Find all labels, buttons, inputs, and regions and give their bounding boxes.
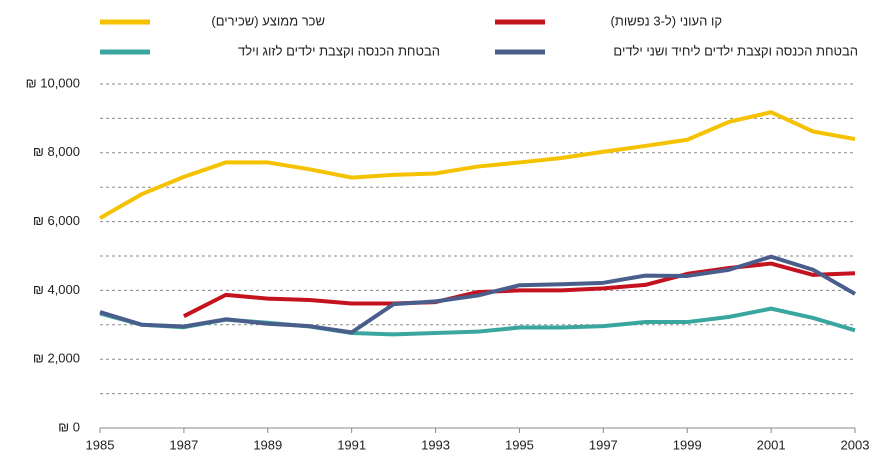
legend-label: קו העוני (ל-3 נפשות) bbox=[611, 13, 722, 28]
y-tick-label: ₪ 10,000 bbox=[26, 75, 80, 90]
legend-label: הבטחת הכנסה וקצבת ילדים ליחיד ושני ילדים bbox=[613, 43, 858, 58]
line-series bbox=[182, 261, 856, 318]
x-tick-label: 1985 bbox=[86, 437, 115, 452]
x-tick-label: 1997 bbox=[589, 437, 618, 452]
line-series bbox=[99, 110, 856, 220]
y-tick-label: ₪ 0 bbox=[58, 419, 80, 434]
line-series bbox=[99, 254, 856, 335]
x-tick-label: 1989 bbox=[253, 437, 282, 452]
y-tick-label: ₪ 6,000 bbox=[33, 213, 80, 228]
x-tick-label: 2003 bbox=[841, 437, 870, 452]
y-tick-label: ₪ 2,000 bbox=[33, 351, 80, 366]
x-tick-label: 1991 bbox=[337, 437, 366, 452]
x-tick-label: 1995 bbox=[505, 437, 534, 452]
legend-label: שכר ממוצע (שכירים) bbox=[211, 13, 325, 28]
x-tick-label: 1999 bbox=[673, 437, 702, 452]
x-tick-label: 2001 bbox=[757, 437, 786, 452]
x-tick-label: 1993 bbox=[421, 437, 450, 452]
y-tick-label: ₪ 8,000 bbox=[33, 144, 80, 159]
x-tick-label: 1987 bbox=[169, 437, 198, 452]
y-tick-label: ₪ 4,000 bbox=[33, 282, 80, 297]
legend-label: הבטחת הכנסה וקצבת ילדים לזוג וילד bbox=[238, 43, 440, 58]
